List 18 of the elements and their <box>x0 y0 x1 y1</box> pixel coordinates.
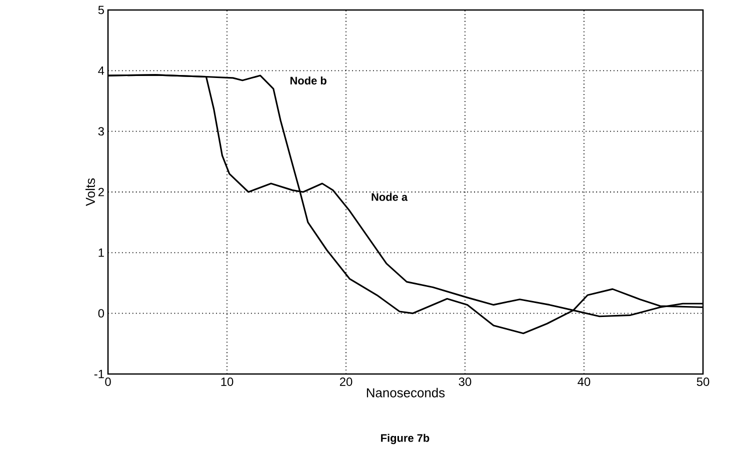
x-tick-label: 30 <box>458 378 472 386</box>
series-label: Node b <box>290 76 326 85</box>
y-axis-title: Volts <box>85 178 95 206</box>
y-tick-label: 0 <box>98 309 104 318</box>
x-tick-label: 20 <box>340 378 352 386</box>
y-tick-label: 1 <box>98 248 104 257</box>
y-tick-label: 4 <box>98 66 104 75</box>
x-tick-label: 40 <box>578 378 590 386</box>
text: Node a <box>372 192 408 201</box>
x-tick-label: 10 <box>221 378 234 386</box>
x-tick-label: 0 <box>105 378 111 386</box>
x-tick-label: 50 <box>696 378 710 386</box>
y-tick-label: -1 <box>94 370 104 378</box>
y-tick-label: 5 <box>98 6 104 14</box>
y-tick-label: 3 <box>98 127 104 136</box>
y-tick-label: 2 <box>98 188 104 196</box>
caption: Figure 7b <box>381 434 430 444</box>
x-axis-title: Nanoseconds <box>366 388 445 398</box>
